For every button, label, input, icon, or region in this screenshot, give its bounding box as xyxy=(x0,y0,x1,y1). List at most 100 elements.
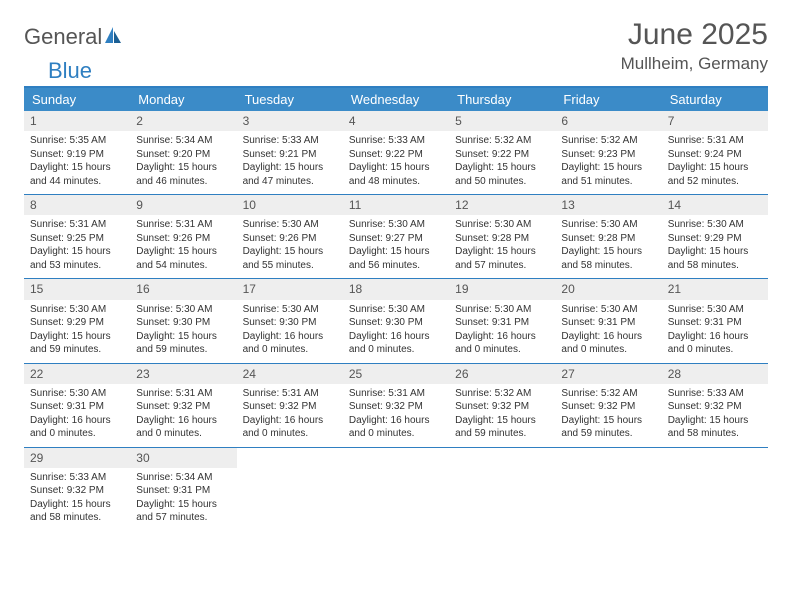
weekday-header: Monday xyxy=(130,88,236,111)
day-body: Sunrise: 5:34 AMSunset: 9:31 PMDaylight:… xyxy=(130,471,236,525)
weekday-header: Tuesday xyxy=(237,88,343,111)
day-cell: 12Sunrise: 5:30 AMSunset: 9:28 PMDayligh… xyxy=(449,195,555,278)
sunset-line: Sunset: 9:24 PM xyxy=(668,148,762,162)
sunset-line: Sunset: 9:32 PM xyxy=(455,400,549,414)
day-body: Sunrise: 5:31 AMSunset: 9:32 PMDaylight:… xyxy=(343,387,449,441)
sunset-line: Sunset: 9:30 PM xyxy=(349,316,443,330)
sunset-line: Sunset: 9:22 PM xyxy=(349,148,443,162)
day-number: 4 xyxy=(343,111,449,131)
sunset-line: Sunset: 9:32 PM xyxy=(349,400,443,414)
sunrise-line: Sunrise: 5:31 AM xyxy=(136,218,230,232)
day-number: 13 xyxy=(555,195,661,215)
daylight-line: Daylight: 16 hours and 0 minutes. xyxy=(455,330,549,357)
day-body: Sunrise: 5:30 AMSunset: 9:30 PMDaylight:… xyxy=(343,303,449,357)
sunset-line: Sunset: 9:22 PM xyxy=(455,148,549,162)
daylight-line: Daylight: 15 hours and 46 minutes. xyxy=(136,161,230,188)
week-row: 1Sunrise: 5:35 AMSunset: 9:19 PMDaylight… xyxy=(24,111,768,195)
day-body: Sunrise: 5:30 AMSunset: 9:29 PMDaylight:… xyxy=(24,303,130,357)
day-body: Sunrise: 5:34 AMSunset: 9:20 PMDaylight:… xyxy=(130,134,236,188)
sunrise-line: Sunrise: 5:32 AM xyxy=(455,387,549,401)
day-cell: 5Sunrise: 5:32 AMSunset: 9:22 PMDaylight… xyxy=(449,111,555,194)
day-cell: 4 Sunrise: 5:33 AMSunset: 9:22 PMDaylight… xyxy=(343,111,449,194)
day-cell: 18 Sunrise: 5:30 AMSunset: 9:30 PMDayligh… xyxy=(343,279,449,362)
day-cell: 25 Sunrise: 5:31 AMSunset: 9:32 PMDayligh… xyxy=(343,364,449,447)
sunset-line: Sunset: 9:19 PM xyxy=(30,148,124,162)
day-number: 30 xyxy=(130,448,236,468)
day-cell: 14Sunrise: 5:30 AMSunset: 9:29 PMDayligh… xyxy=(662,195,768,278)
day-number: 8 xyxy=(24,195,130,215)
weeks-container: 1Sunrise: 5:35 AMSunset: 9:19 PMDaylight… xyxy=(24,111,768,531)
sunrise-line: Sunrise: 5:33 AM xyxy=(668,387,762,401)
logo: General xyxy=(24,18,125,50)
day-number: 18 xyxy=(343,279,449,299)
sunset-line: Sunset: 9:26 PM xyxy=(136,232,230,246)
location-label: Mullheim, Germany xyxy=(621,54,768,74)
sunrise-line: Sunrise: 5:32 AM xyxy=(561,387,655,401)
sunset-line: Sunset: 9:21 PM xyxy=(243,148,337,162)
day-number: 28 xyxy=(662,364,768,384)
calendar: Sunday Monday Tuesday Wednesday Thursday… xyxy=(24,86,768,531)
day-body: Sunrise: 5:33 AMSunset: 9:22 PMDaylight:… xyxy=(343,134,449,188)
daylight-line: Daylight: 15 hours and 59 minutes. xyxy=(136,330,230,357)
week-row: 29Sunrise: 5:33 AMSunset: 9:32 PMDayligh… xyxy=(24,448,768,531)
day-number: 15 xyxy=(24,279,130,299)
daylight-line: Daylight: 15 hours and 52 minutes. xyxy=(668,161,762,188)
day-number: 26 xyxy=(449,364,555,384)
weekday-header: Friday xyxy=(555,88,661,111)
sunset-line: Sunset: 9:31 PM xyxy=(455,316,549,330)
sunrise-line: Sunrise: 5:30 AM xyxy=(136,303,230,317)
empty-day-cell xyxy=(343,448,449,531)
day-number: 10 xyxy=(237,195,343,215)
weekday-header-row: Sunday Monday Tuesday Wednesday Thursday… xyxy=(24,88,768,111)
day-number: 25 xyxy=(343,364,449,384)
day-number: 19 xyxy=(449,279,555,299)
day-cell: 13Sunrise: 5:30 AMSunset: 9:28 PMDayligh… xyxy=(555,195,661,278)
day-body: Sunrise: 5:30 AMSunset: 9:30 PMDaylight:… xyxy=(130,303,236,357)
day-body: Sunrise: 5:31 AMSunset: 9:24 PMDaylight:… xyxy=(662,134,768,188)
day-cell: 2 Sunrise: 5:34 AMSunset: 9:20 PMDaylight… xyxy=(130,111,236,194)
week-row: 15 Sunrise: 5:30 AMSunset: 9:29 PMDayligh… xyxy=(24,279,768,363)
sunrise-line: Sunrise: 5:30 AM xyxy=(349,218,443,232)
day-body: Sunrise: 5:31 AMSunset: 9:32 PMDaylight:… xyxy=(237,387,343,441)
day-cell: 27Sunrise: 5:32 AMSunset: 9:32 PMDayligh… xyxy=(555,364,661,447)
day-number: 23 xyxy=(130,364,236,384)
day-cell: 30 Sunrise: 5:34 AMSunset: 9:31 PMDayligh… xyxy=(130,448,236,531)
sunset-line: Sunset: 9:31 PM xyxy=(561,316,655,330)
empty-day-cell xyxy=(449,448,555,531)
daylight-line: Daylight: 15 hours and 59 minutes. xyxy=(561,414,655,441)
day-number: 12 xyxy=(449,195,555,215)
day-cell: 20Sunrise: 5:30 AMSunset: 9:31 PMDayligh… xyxy=(555,279,661,362)
daylight-line: Daylight: 16 hours and 0 minutes. xyxy=(668,330,762,357)
day-cell: 26 Sunrise: 5:32 AMSunset: 9:32 PMDayligh… xyxy=(449,364,555,447)
day-cell: 28Sunrise: 5:33 AMSunset: 9:32 PMDayligh… xyxy=(662,364,768,447)
sunrise-line: Sunrise: 5:30 AM xyxy=(243,218,337,232)
day-number: 1 xyxy=(24,111,130,131)
empty-day-cell xyxy=(237,448,343,531)
sunrise-line: Sunrise: 5:30 AM xyxy=(561,303,655,317)
daylight-line: Daylight: 16 hours and 0 minutes. xyxy=(349,330,443,357)
sunset-line: Sunset: 9:32 PM xyxy=(243,400,337,414)
sunset-line: Sunset: 9:25 PM xyxy=(30,232,124,246)
sunrise-line: Sunrise: 5:32 AM xyxy=(455,134,549,148)
daylight-line: Daylight: 15 hours and 58 minutes. xyxy=(668,414,762,441)
day-body: Sunrise: 5:32 AMSunset: 9:22 PMDaylight:… xyxy=(449,134,555,188)
day-number: 29 xyxy=(24,448,130,468)
day-body: Sunrise: 5:30 AMSunset: 9:30 PMDaylight:… xyxy=(237,303,343,357)
day-number: 3 xyxy=(237,111,343,131)
daylight-line: Daylight: 16 hours and 0 minutes. xyxy=(243,414,337,441)
daylight-line: Daylight: 15 hours and 59 minutes. xyxy=(455,414,549,441)
daylight-line: Daylight: 16 hours and 0 minutes. xyxy=(30,414,124,441)
day-number: 22 xyxy=(24,364,130,384)
sunrise-line: Sunrise: 5:30 AM xyxy=(349,303,443,317)
day-number: 21 xyxy=(662,279,768,299)
daylight-line: Daylight: 15 hours and 44 minutes. xyxy=(30,161,124,188)
sunrise-line: Sunrise: 5:33 AM xyxy=(30,471,124,485)
sunrise-line: Sunrise: 5:30 AM xyxy=(561,218,655,232)
sail-icon xyxy=(103,25,123,45)
sunrise-line: Sunrise: 5:31 AM xyxy=(668,134,762,148)
sunrise-line: Sunrise: 5:32 AM xyxy=(561,134,655,148)
day-number: 2 xyxy=(130,111,236,131)
day-body: Sunrise: 5:33 AMSunset: 9:21 PMDaylight:… xyxy=(237,134,343,188)
sunset-line: Sunset: 9:30 PM xyxy=(243,316,337,330)
day-cell: 22Sunrise: 5:30 AMSunset: 9:31 PMDayligh… xyxy=(24,364,130,447)
